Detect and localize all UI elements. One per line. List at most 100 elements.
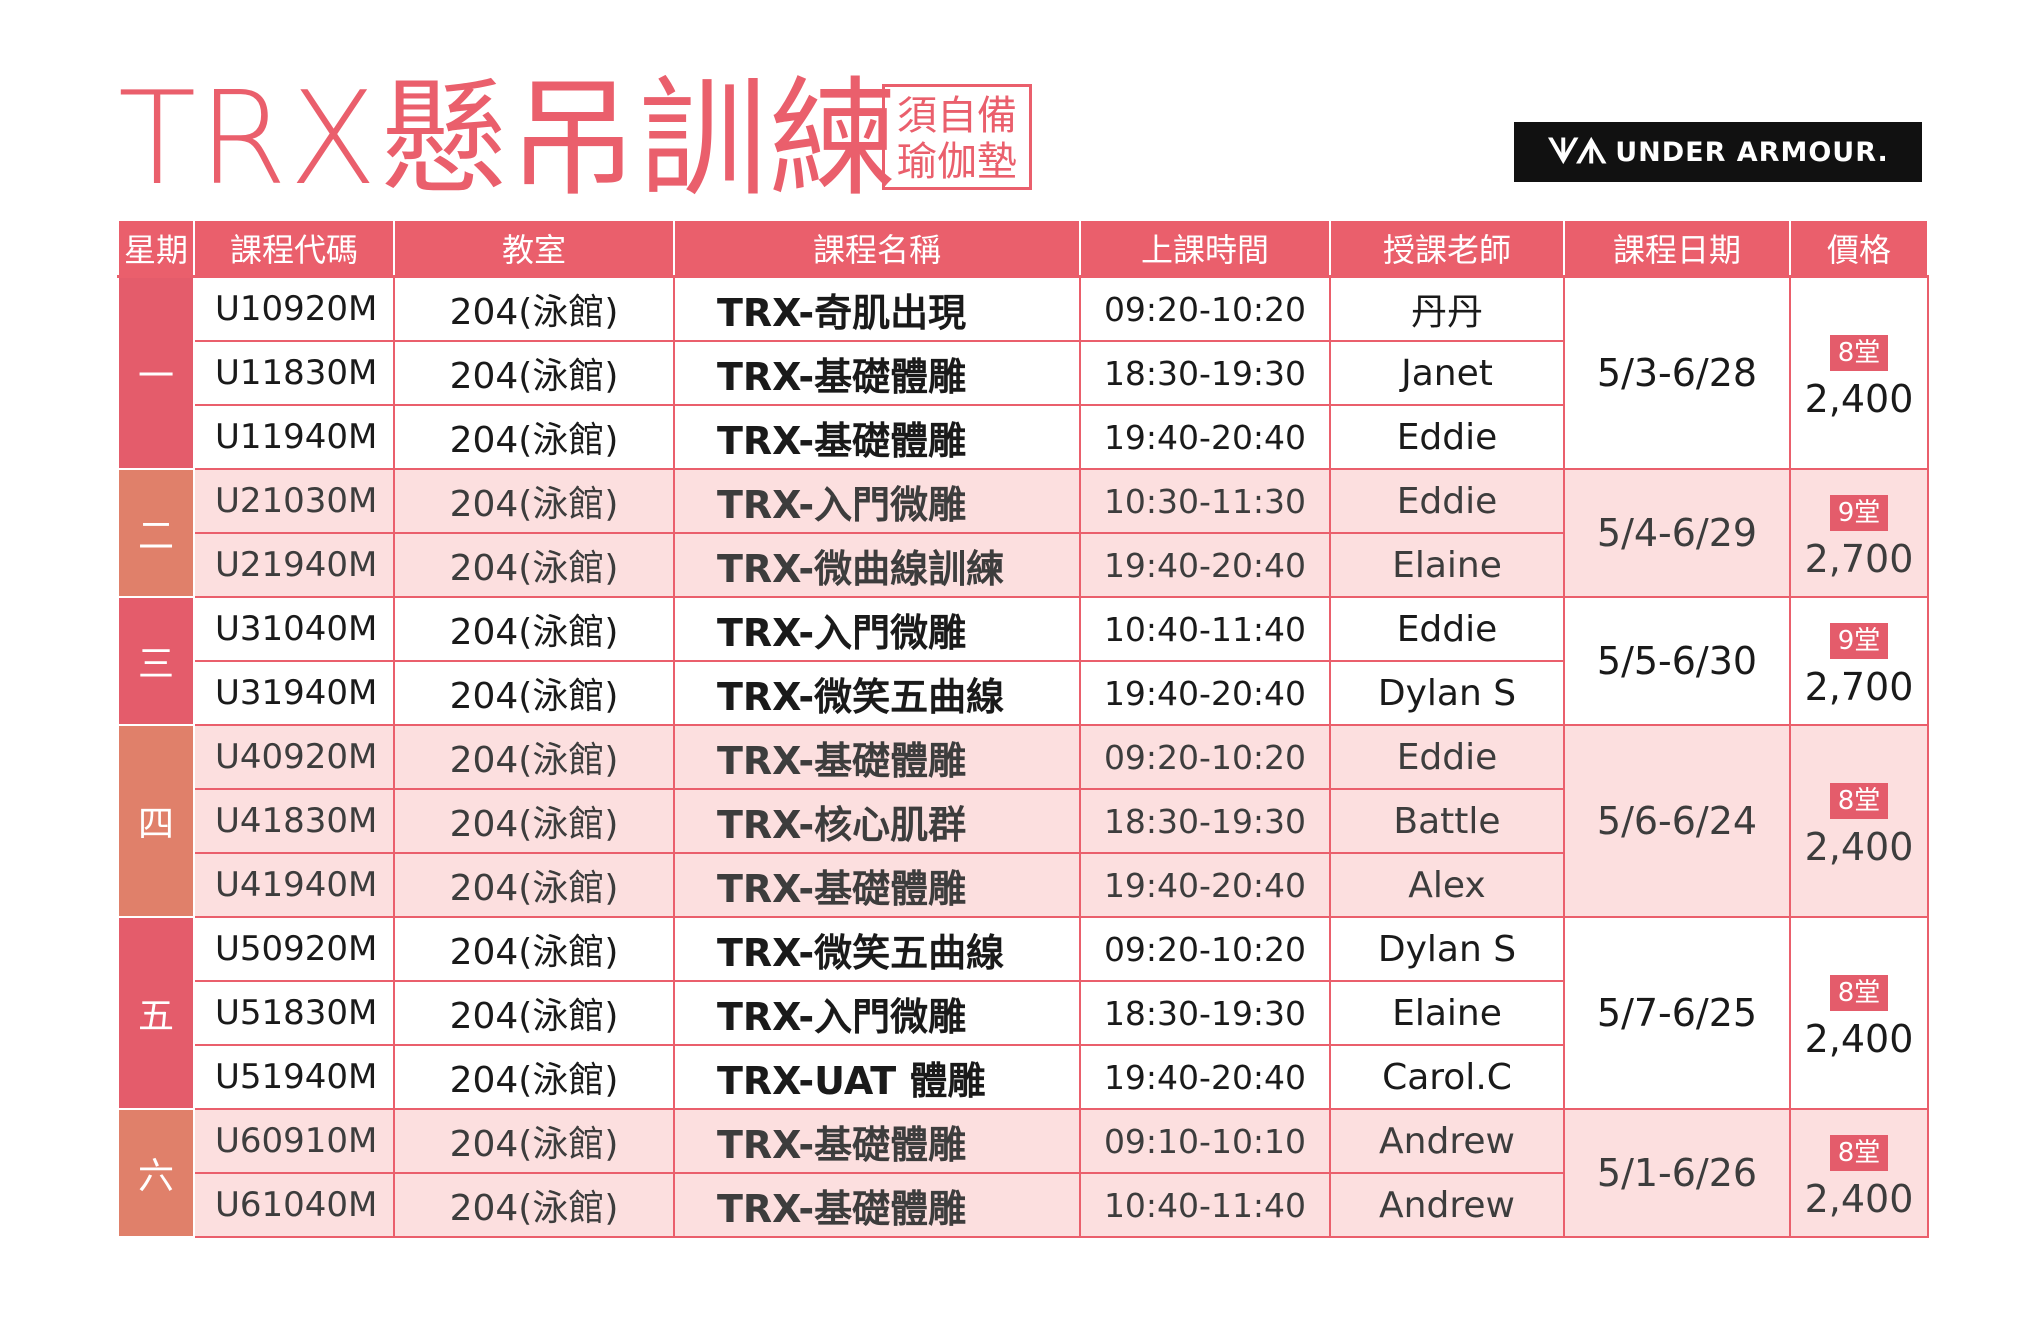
- brand-name: UNDER ARMOUR.: [1615, 136, 1889, 168]
- schedule-body: 一 U10920M 204(泳館) TRX-奇肌出現 09:20-10:20 丹丹 5/3-…: [117, 275, 1929, 1238]
- price-amount: 2,700: [1804, 664, 1914, 709]
- classroom: 204(泳館): [393, 916, 675, 982]
- course-name: TRX-UAT 體雕: [673, 1044, 1081, 1110]
- teacher: Eddie: [1329, 468, 1565, 534]
- course-code: U41830M: [193, 788, 395, 854]
- teacher: Eddie: [1329, 596, 1565, 662]
- price-amount: 2,400: [1804, 1176, 1914, 1221]
- header-row: 星期 課程代碼 教室 課程名稱 上課時間 授課老師 課程日期 價格: [117, 219, 1929, 278]
- course-name: TRX-基礎體雕: [673, 1172, 1081, 1238]
- mat-notice: 須自備 瑜伽墊: [882, 84, 1032, 190]
- brand-mark-icon: ᗐᗑ: [1547, 132, 1607, 172]
- header-course-name: 課程名稱: [673, 219, 1081, 278]
- class-time: 19:40-20:40: [1079, 532, 1331, 598]
- price-amount: 2,400: [1804, 376, 1914, 421]
- classroom: 204(泳館): [393, 340, 675, 406]
- course-name: TRX-入門微雕: [673, 980, 1081, 1046]
- class-time: 10:40-11:40: [1079, 1172, 1331, 1238]
- header-course-date: 課程日期: [1563, 219, 1791, 278]
- sessions-badge: 8堂: [1829, 334, 1889, 371]
- course-name: TRX-微曲線訓練: [673, 532, 1081, 598]
- class-time: 18:30-19:30: [1079, 980, 1331, 1046]
- table-row: U21940M 204(泳館) TRX-微曲線訓練 19:40-20:40 Elaine: [118, 532, 1928, 598]
- classroom: 204(泳館): [393, 788, 675, 854]
- classroom: 204(泳館): [393, 1044, 675, 1110]
- table-row: 二 U21030M 204(泳館) TRX-入門微雕 10:30-11:30 Eddie 5…: [117, 468, 1929, 598]
- classroom: 204(泳館): [393, 660, 675, 726]
- table-row: U51940M 204(泳館) TRX-UAT 體雕 19:40-20:40 Carol…: [118, 1044, 1928, 1110]
- price-cell: 9堂 2,700: [1789, 596, 1929, 726]
- class-time: 19:40-20:40: [1079, 660, 1331, 726]
- class-time: 10:30-11:30: [1079, 468, 1331, 534]
- teacher: 丹丹: [1329, 275, 1565, 342]
- teacher: Elaine: [1329, 980, 1565, 1046]
- price-cell: 8堂 2,400: [1789, 1108, 1929, 1238]
- classroom: 204(泳館): [393, 852, 675, 918]
- sessions-badge: 8堂: [1829, 1134, 1889, 1171]
- teacher: Andrew: [1329, 1172, 1565, 1238]
- sessions-badge: 9堂: [1829, 622, 1889, 659]
- table-row: U31940M 204(泳館) TRX-微笑五曲線 19:40-20:40 Dylan …: [118, 660, 1928, 726]
- teacher: Dylan S: [1329, 916, 1565, 982]
- class-time: 18:30-19:30: [1079, 788, 1331, 854]
- header-classroom: 教室: [393, 219, 675, 278]
- classroom: 204(泳館): [393, 404, 675, 470]
- table-row: 一 U10920M 204(泳館) TRX-奇肌出現 09:20-10:20 丹丹 5/3-…: [117, 275, 1929, 470]
- price-amount: 2,400: [1804, 1016, 1914, 1061]
- teacher: Alex: [1329, 852, 1565, 918]
- teacher: Janet: [1329, 340, 1565, 406]
- classroom: 204(泳館): [393, 275, 675, 342]
- page-title: TRX懸吊訓練: [118, 65, 899, 214]
- weekday-cell: 一: [117, 275, 195, 470]
- table-row: U11940M 204(泳館) TRX-基礎體雕 19:40-20:40 Eddie: [118, 404, 1928, 470]
- course-code: U21030M: [193, 468, 395, 534]
- class-time: 19:40-20:40: [1079, 404, 1331, 470]
- course-name: TRX-基礎體雕: [673, 852, 1081, 918]
- weekday-cell: 四: [117, 724, 195, 918]
- course-code: U11940M: [193, 404, 395, 470]
- schedule-table: 星期 課程代碼 教室 課程名稱 上課時間 授課老師 課程日期 價格 一 U1092…: [117, 219, 1929, 1238]
- table-row: 六 U60910M 204(泳館) TRX-基礎體雕 09:10-10:10 Andrew…: [117, 1108, 1929, 1238]
- classroom: 204(泳館): [393, 532, 675, 598]
- weekday-cell: 二: [117, 468, 195, 598]
- price-cell: 8堂 2,400: [1789, 724, 1929, 918]
- price-cell: 8堂 2,400: [1789, 275, 1929, 470]
- classroom: 204(泳館): [393, 1172, 675, 1238]
- table-row: U51830M 204(泳館) TRX-入門微雕 18:30-19:30 Elaine: [118, 980, 1928, 1046]
- course-name: TRX-基礎體雕: [673, 340, 1081, 406]
- course-code: U51830M: [193, 980, 395, 1046]
- course-code: U61040M: [193, 1172, 395, 1238]
- course-name: TRX-入門微雕: [673, 596, 1081, 662]
- classroom: 204(泳館): [393, 468, 675, 534]
- teacher: Andrew: [1329, 1108, 1565, 1174]
- course-code: U51940M: [193, 1044, 395, 1110]
- teacher: Carol.C: [1329, 1044, 1565, 1110]
- course-date: 5/4-6/29: [1563, 468, 1791, 598]
- header-weekday: 星期: [117, 219, 195, 278]
- header-course-code: 課程代碼: [193, 219, 395, 278]
- course-name: TRX-基礎體雕: [673, 404, 1081, 470]
- course-name: TRX-基礎體雕: [673, 1108, 1081, 1174]
- course-date: 5/1-6/26: [1563, 1108, 1791, 1238]
- header-teacher: 授課老師: [1329, 219, 1565, 278]
- mat-notice-line-1: 須自備: [897, 93, 1017, 139]
- table-row: U41830M 204(泳館) TRX-核心肌群 18:30-19:30 Battle: [118, 788, 1928, 854]
- class-time: 19:40-20:40: [1079, 1044, 1331, 1110]
- sessions-badge: 8堂: [1829, 974, 1889, 1011]
- price-amount: 2,700: [1804, 536, 1914, 581]
- course-date: 5/3-6/28: [1563, 275, 1791, 470]
- course-name: TRX-微笑五曲線: [673, 660, 1081, 726]
- sessions-badge: 8堂: [1829, 782, 1889, 819]
- course-name: TRX-基礎體雕: [673, 724, 1081, 790]
- class-time: 19:40-20:40: [1079, 852, 1331, 918]
- teacher: Dylan S: [1329, 660, 1565, 726]
- class-time: 09:10-10:10: [1079, 1108, 1331, 1174]
- course-name: TRX-奇肌出現: [673, 275, 1081, 342]
- sessions-badge: 9堂: [1829, 494, 1889, 531]
- course-name: TRX-入門微雕: [673, 468, 1081, 534]
- course-code: U11830M: [193, 340, 395, 406]
- class-time: 18:30-19:30: [1079, 340, 1331, 406]
- teacher: Eddie: [1329, 724, 1565, 790]
- weekday-cell: 六: [117, 1108, 195, 1238]
- price-amount: 2,400: [1804, 824, 1914, 869]
